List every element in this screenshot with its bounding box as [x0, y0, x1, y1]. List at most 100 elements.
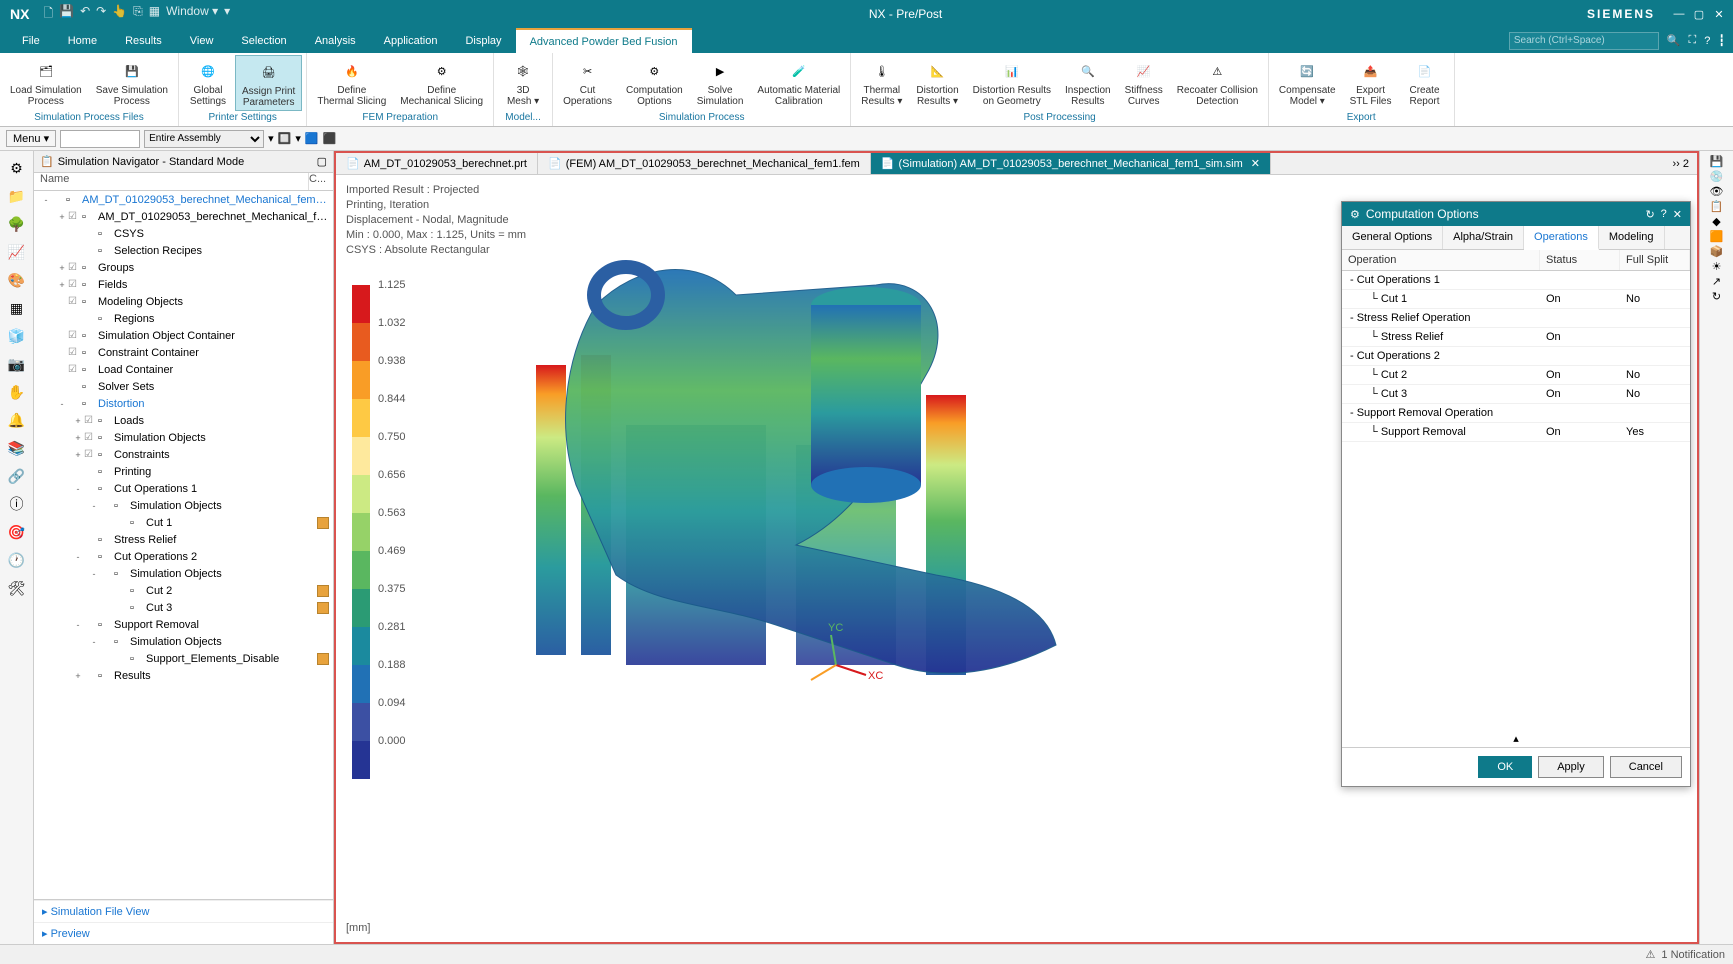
expand-icon[interactable]: - [88, 569, 100, 579]
reset-icon[interactable]: ↻ [1712, 290, 1721, 303]
help-icon[interactable]: ? [1661, 208, 1667, 220]
check-icon[interactable]: ☑ [68, 211, 82, 222]
cancel-button[interactable]: Cancel [1610, 756, 1682, 778]
tree-node[interactable]: ▫Cut 1 [34, 514, 333, 531]
check-icon[interactable]: ☑ [84, 432, 98, 443]
ribbon-inspection-results[interactable]: 🔍InspectionResults [1059, 55, 1117, 111]
ribbon-export-stl-files[interactable]: 📤ExportSTL Files [1344, 55, 1398, 111]
expand-icon[interactable]: - [88, 637, 100, 647]
help-icon[interactable]: ? [1704, 35, 1710, 47]
dialog-tab-modeling[interactable]: Modeling [1599, 226, 1665, 249]
col-c[interactable]: C... [309, 173, 333, 190]
tree-node[interactable]: ▫Cut 3 [34, 599, 333, 616]
ribbon-save-simulation-process[interactable]: 💾Save SimulationProcess [90, 55, 174, 111]
tree-node[interactable]: ☑▫Load Container [34, 361, 333, 378]
check-icon[interactable]: ☑ [68, 364, 82, 375]
toolbar-icon-4[interactable]: ⬛ [323, 132, 337, 145]
nav-tree[interactable]: -▫AM_DT_01029053_berechnet_Mechanical_fe… [34, 191, 333, 899]
operation-row[interactable]: - Stress Relief Operation [1342, 309, 1690, 328]
tree-node[interactable]: ▫CSYS [34, 225, 333, 242]
check-icon[interactable]: ☑ [68, 279, 82, 290]
tile-icon[interactable]: ▦ [149, 4, 160, 25]
tree-node[interactable]: +☑▫Simulation Objects [34, 429, 333, 446]
maximize-icon[interactable]: ▢ [1691, 8, 1707, 21]
ribbon-define-mechanical-slicing[interactable]: ⚙DefineMechanical Slicing [394, 55, 489, 111]
assembly-select[interactable]: Entire Assembly [144, 130, 264, 148]
undo-icon[interactable]: ↶ [80, 4, 90, 25]
disk-icon[interactable]: 💿 [1710, 170, 1724, 183]
fullscreen-icon[interactable]: ⛶ [1689, 34, 1697, 47]
menu-tab-advanced-powder-bed-fusion[interactable]: Advanced Powder Bed Fusion [516, 28, 692, 53]
tree-node[interactable]: +☑▫Fields [34, 276, 333, 293]
menu-tab-analysis[interactable]: Analysis [301, 28, 370, 53]
tree-node[interactable]: +▫Results [34, 667, 333, 684]
expand-icon[interactable]: - [56, 399, 68, 409]
expand-icon[interactable]: - [88, 501, 100, 511]
qat-more-icon[interactable]: ▾ [224, 4, 230, 25]
tree-node[interactable]: -▫Cut Operations 1 [34, 480, 333, 497]
check-icon[interactable]: ☑ [68, 262, 82, 273]
check-icon[interactable]: ☑ [84, 449, 98, 460]
tree-icon[interactable]: 🌳 [4, 211, 30, 237]
tree-node[interactable]: +☑▫Loads [34, 412, 333, 429]
info-icon[interactable]: ⓘ [4, 491, 30, 517]
dialog-tab-general-options[interactable]: General Options [1342, 226, 1443, 249]
close-icon[interactable]: ✕ [1251, 157, 1260, 170]
file-tab[interactable]: 📄(Simulation) AM_DT_01029053_berechnet_M… [871, 153, 1271, 174]
ok-button[interactable]: OK [1478, 756, 1532, 778]
tree-node[interactable]: ☑▫Constraint Container [34, 344, 333, 361]
ribbon-cut-operations[interactable]: ✂CutOperations [557, 55, 618, 111]
menu-tab-results[interactable]: Results [111, 28, 176, 53]
cube-icon[interactable]: 🧊 [4, 323, 30, 349]
operation-row[interactable]: └ Cut 1OnNo [1342, 290, 1690, 309]
save-icon[interactable]: 💾 [1710, 155, 1724, 168]
list-icon[interactable]: 📋 [1710, 200, 1724, 213]
tree-node[interactable]: -▫Simulation Objects [34, 497, 333, 514]
menu-tab-selection[interactable]: Selection [227, 28, 300, 53]
tree-node[interactable]: ☑▫Simulation Object Container [34, 327, 333, 344]
col-status[interactable]: Status [1540, 250, 1620, 270]
tree-node[interactable]: -▫Cut Operations 2 [34, 548, 333, 565]
tools-icon[interactable]: 🛠 [4, 575, 30, 601]
ribbon-solve-simulation[interactable]: ▶SolveSimulation [691, 55, 750, 111]
hand-icon[interactable]: ✋ [4, 379, 30, 405]
new-icon[interactable]: 🗋 [43, 4, 53, 25]
notification-text[interactable]: 1 Notification [1661, 949, 1725, 961]
ribbon-automatic-material-calibration[interactable]: 🧪Automatic MaterialCalibration [751, 55, 846, 111]
expand-icon[interactable]: - [72, 552, 84, 562]
tree-node[interactable]: -▫Distortion [34, 395, 333, 412]
expand-icon[interactable]: + [72, 416, 84, 426]
expand-icon[interactable]: - [40, 195, 52, 205]
save-icon[interactable]: 💾 [59, 4, 74, 25]
expand-icon[interactable]: + [56, 263, 68, 273]
operation-row[interactable]: └ Cut 3OnNo [1342, 385, 1690, 404]
warning-icon[interactable]: ⚠ [1646, 948, 1656, 961]
dialog-collapse-icon[interactable]: ▴ [1342, 730, 1690, 747]
expand-icon[interactable]: + [72, 433, 84, 443]
tree-node[interactable]: ▫Stress Relief [34, 531, 333, 548]
diamond-icon[interactable]: ◆ [1712, 215, 1720, 228]
file-tab[interactable]: 📄AM_DT_01029053_berechnet.prt [336, 153, 538, 174]
menu-tab-home[interactable]: Home [54, 28, 111, 53]
menu-tab-view[interactable]: View [176, 28, 228, 53]
nav-icon[interactable]: 📁 [4, 183, 30, 209]
toolbar-icon-3[interactable]: 🟦 [305, 132, 319, 145]
tree-node[interactable]: ▫Printing [34, 463, 333, 480]
filter-input[interactable] [60, 130, 140, 148]
toolbar-icon-2[interactable]: ▾ [295, 132, 301, 145]
nav-section-preview[interactable]: ▸ Preview [34, 922, 333, 944]
tree-node[interactable]: +☑▫Groups [34, 259, 333, 276]
tree-node[interactable]: ▫Solver Sets [34, 378, 333, 395]
expand-icon[interactable]: - [72, 620, 84, 630]
window-menu[interactable]: Window ▾ [166, 4, 218, 25]
ribbon-global-settings[interactable]: 🌐GlobalSettings [183, 55, 233, 111]
nav-section-simulation-file-view[interactable]: ▸ Simulation File View [34, 900, 333, 922]
apply-button[interactable]: Apply [1538, 756, 1604, 778]
redo-icon[interactable]: ↷ [96, 4, 106, 25]
ribbon-assign-print-parameters[interactable]: 🖨Assign PrintParameters [235, 55, 302, 111]
col-operation[interactable]: Operation [1342, 250, 1540, 270]
operation-row[interactable]: - Cut Operations 2 [1342, 347, 1690, 366]
operation-row[interactable]: - Cut Operations 1 [1342, 271, 1690, 290]
tree-node[interactable]: -▫AM_DT_01029053_berechnet_Mechanical_fe… [34, 191, 333, 208]
operation-row[interactable]: - Support Removal Operation [1342, 404, 1690, 423]
